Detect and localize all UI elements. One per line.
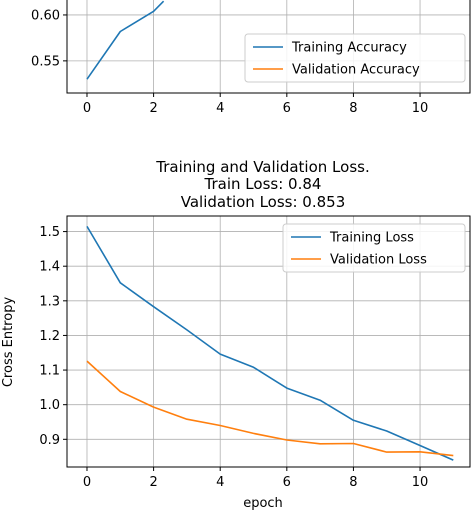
y-tick-label: 0.60	[31, 8, 60, 23]
x-tick-label: 8	[349, 101, 357, 116]
loss-chart-title-line-1: Training and Validation Loss.	[155, 158, 369, 176]
series-line-training	[86, 225, 454, 461]
accuracy-series-lines	[86, 0, 165, 80]
y-tick-label: 1.3	[39, 294, 60, 309]
x-tick-label: 0	[83, 101, 91, 116]
y-tick-label: 0.55	[31, 54, 60, 69]
y-tick-label: 1.2	[39, 329, 60, 344]
loss-x-axis-label: epoch	[243, 496, 283, 511]
loss-legend: Training Loss Validation Loss	[282, 223, 466, 273]
legend-label: Training Loss	[329, 231, 414, 246]
x-tick-label: 4	[216, 475, 224, 490]
x-tick-label: 10	[412, 101, 429, 116]
y-tick-label: 1.5	[39, 225, 60, 240]
x-tick-label: 2	[149, 101, 157, 116]
loss-chart-title-line-2: Train Loss: 0.84	[204, 175, 322, 193]
loss-plot-frame	[66, 215, 471, 468]
y-tick-label: 1.4	[39, 260, 60, 275]
legend-label: Training Accuracy	[291, 41, 407, 56]
loss-y-ticks: 0.9 1.0 1.1 1.2 1.3 1.4 1.5	[39, 225, 67, 448]
x-tick-label: 2	[149, 475, 157, 490]
x-tick-label: 4	[216, 101, 224, 116]
legend-box	[244, 33, 466, 83]
loss-series-lines	[86, 225, 454, 461]
series-line-validation	[86, 360, 454, 457]
x-tick-label: 8	[349, 475, 357, 490]
accuracy-plot-frame	[66, 0, 471, 94]
y-tick-label: 1.0	[39, 398, 60, 413]
loss-chart-title-line-3: Validation Loss: 0.853	[181, 193, 346, 211]
legend-label: Validation Loss	[330, 253, 427, 268]
x-tick-label: 6	[283, 101, 291, 116]
y-tick-label: 0.9	[39, 433, 60, 448]
y-tick-label: 1.1	[39, 364, 60, 379]
loss-x-ticks: 0 2 4 6 8 10	[83, 467, 428, 490]
x-tick-label: 0	[83, 475, 91, 490]
accuracy-x-ticks: 0 2 4 6 8 10	[83, 93, 428, 116]
series-line-training	[86, 0, 165, 80]
accuracy-legend: Training Accuracy Validation Accuracy	[244, 33, 466, 83]
legend-label: Validation Accuracy	[292, 63, 420, 78]
x-tick-label: 6	[283, 475, 291, 490]
accuracy-chart: 0 2 4 6 8 10 0.55 0.60 Training Accuracy Valida…	[31, 0, 471, 116]
loss-y-axis-label: Cross Entropy	[1, 297, 16, 388]
accuracy-y-ticks: 0.55 0.60	[31, 8, 67, 69]
x-tick-label: 10	[412, 475, 429, 490]
legend-box	[282, 223, 466, 273]
loss-chart: Training and Validation Loss. Train Loss…	[1, 158, 471, 511]
